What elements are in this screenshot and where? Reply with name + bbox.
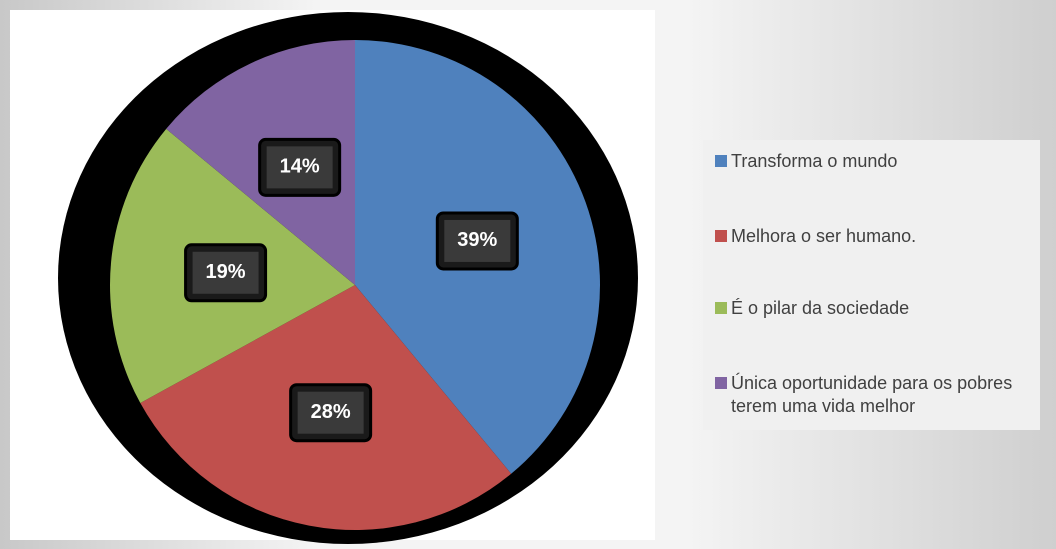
legend-label: Única oportunidade para os pobres terem …: [731, 373, 1013, 416]
data-label: 39%: [457, 229, 497, 251]
data-label: 28%: [311, 401, 351, 423]
data-label-inner: [266, 146, 333, 189]
data-label: 14%: [280, 156, 320, 178]
legend-item: Única oportunidade para os pobres terem …: [715, 372, 1035, 418]
legend-swatch: [715, 230, 727, 242]
data-label-inner: [297, 391, 364, 434]
legend: Transforma o mundo Melhora o ser humano. É…: [703, 140, 1040, 430]
data-label-inner: [192, 251, 259, 294]
legend-label: É o pilar da sociedade: [731, 298, 910, 318]
legend-label: Transforma o mundo: [731, 151, 898, 171]
legend-item: Transforma o mundo: [715, 150, 1035, 173]
legend-item: É o pilar da sociedade: [715, 297, 1035, 320]
legend-swatch: [715, 302, 727, 314]
legend-swatch: [715, 155, 727, 167]
legend-swatch: [715, 377, 727, 389]
legend-label: Melhora o ser humano.: [731, 226, 917, 246]
data-label: 19%: [206, 261, 246, 283]
legend-item: Melhora o ser humano.: [715, 225, 1035, 248]
data-label-inner: [444, 219, 511, 262]
